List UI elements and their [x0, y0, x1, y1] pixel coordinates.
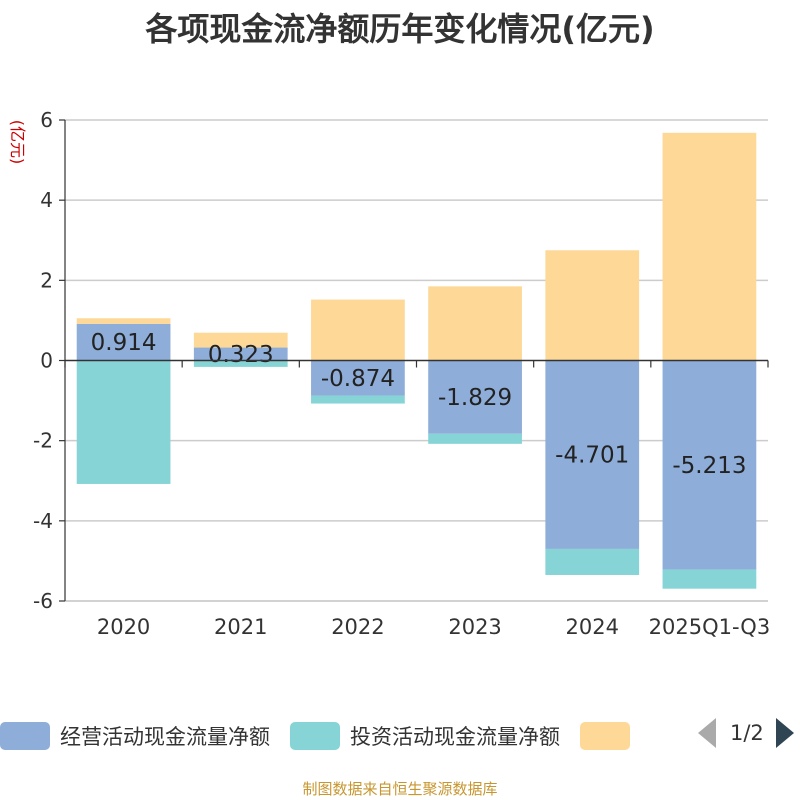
y-tick-label: 6 [40, 108, 53, 132]
legend-page-indicator: 1/2 [730, 721, 764, 745]
bar-financing-2023 [428, 286, 522, 361]
x-tick-label: 2022 [331, 615, 384, 639]
x-tick-label: 2021 [214, 615, 267, 639]
y-axis-title: (亿元) [8, 120, 27, 165]
data-label-operating: -4.701 [555, 443, 629, 469]
legend-item-investing[interactable]: 投资活动现金流量净额 [290, 721, 560, 751]
y-tick-label: -2 [33, 429, 53, 453]
y-tick-label: 2 [40, 268, 53, 292]
bar-investing-2025Q1-Q3 [662, 569, 757, 589]
legend-prev-icon[interactable] [698, 718, 716, 748]
legend-swatch-investing [290, 722, 340, 750]
chart-title: 各项现金流净额历年变化情况(亿元) [145, 10, 655, 48]
legend-swatch-operating [0, 722, 50, 750]
legend-label-operating: 经营活动现金流量净额 [60, 725, 270, 749]
data-label-operating: -1.829 [438, 385, 512, 411]
x-tick-label: 2025Q1-Q3 [649, 615, 771, 639]
bar-financing-2022 [311, 299, 405, 361]
bar-operating-2024 [545, 360, 640, 549]
legend-next-icon[interactable] [775, 718, 794, 748]
legend-label-investing: 投资活动现金流量净额 [350, 725, 560, 749]
bar-operating-2020 [76, 323, 171, 361]
legend-swatch-financing [580, 722, 630, 750]
y-tick-label: -6 [33, 589, 53, 613]
bar-investing-2024 [545, 548, 640, 575]
bar-operating-2021 [193, 347, 288, 361]
data-label-operating: 0.914 [91, 330, 157, 356]
legend: 经营活动现金流量净额 投资活动现金流量净额 1/2 [0, 716, 800, 756]
data-label-operating: 0.323 [208, 342, 274, 368]
bar-investing-2022 [311, 395, 405, 404]
x-tick-label: 2024 [566, 615, 619, 639]
bars [76, 132, 757, 589]
legend-item-operating[interactable]: 经营活动现金流量净额 [0, 721, 270, 751]
bar-operating-2025Q1-Q3 [662, 360, 757, 570]
bar-financing-2020 [76, 318, 171, 324]
bar-financing-2021 [193, 332, 288, 348]
legend-pager: 1/2 [698, 718, 794, 748]
bar-operating-2023 [428, 360, 522, 434]
source-footer: 制图数据来自恒生聚源数据库 [302, 780, 498, 798]
data-labels: 0.914 0.323 -0.874 -1.829 -4.701 -5.213 [91, 330, 747, 479]
grid-lines [65, 119, 768, 602]
x-tick-label: 2020 [97, 615, 150, 639]
y-tick-label: 0 [40, 349, 53, 373]
bar-investing-2023 [428, 433, 522, 444]
y-tick-label: 4 [40, 188, 53, 212]
bar-operating-2022 [311, 360, 405, 396]
axes: -6 -4 -2 0 2 4 6 (亿元) 2020 2021 2022 2023 2024 2025Q1… [8, 108, 770, 639]
bar-investing-2020 [76, 360, 171, 484]
bar-financing-2025Q1-Q3 [662, 132, 757, 361]
data-label-operating: -5.213 [672, 453, 746, 479]
legend-item-financing[interactable] [580, 722, 640, 750]
x-tick-label: 2023 [448, 615, 501, 639]
cash-flow-chart: 0.914 0.323-0.874-1.829-4.701 -5.213 -6-4-… [8, 108, 770, 639]
y-tick-label: -4 [33, 509, 53, 533]
bar-investing-2021 [193, 360, 288, 367]
data-label-operating: -0.874 [321, 366, 395, 392]
bar-financing-2024 [545, 250, 640, 361]
